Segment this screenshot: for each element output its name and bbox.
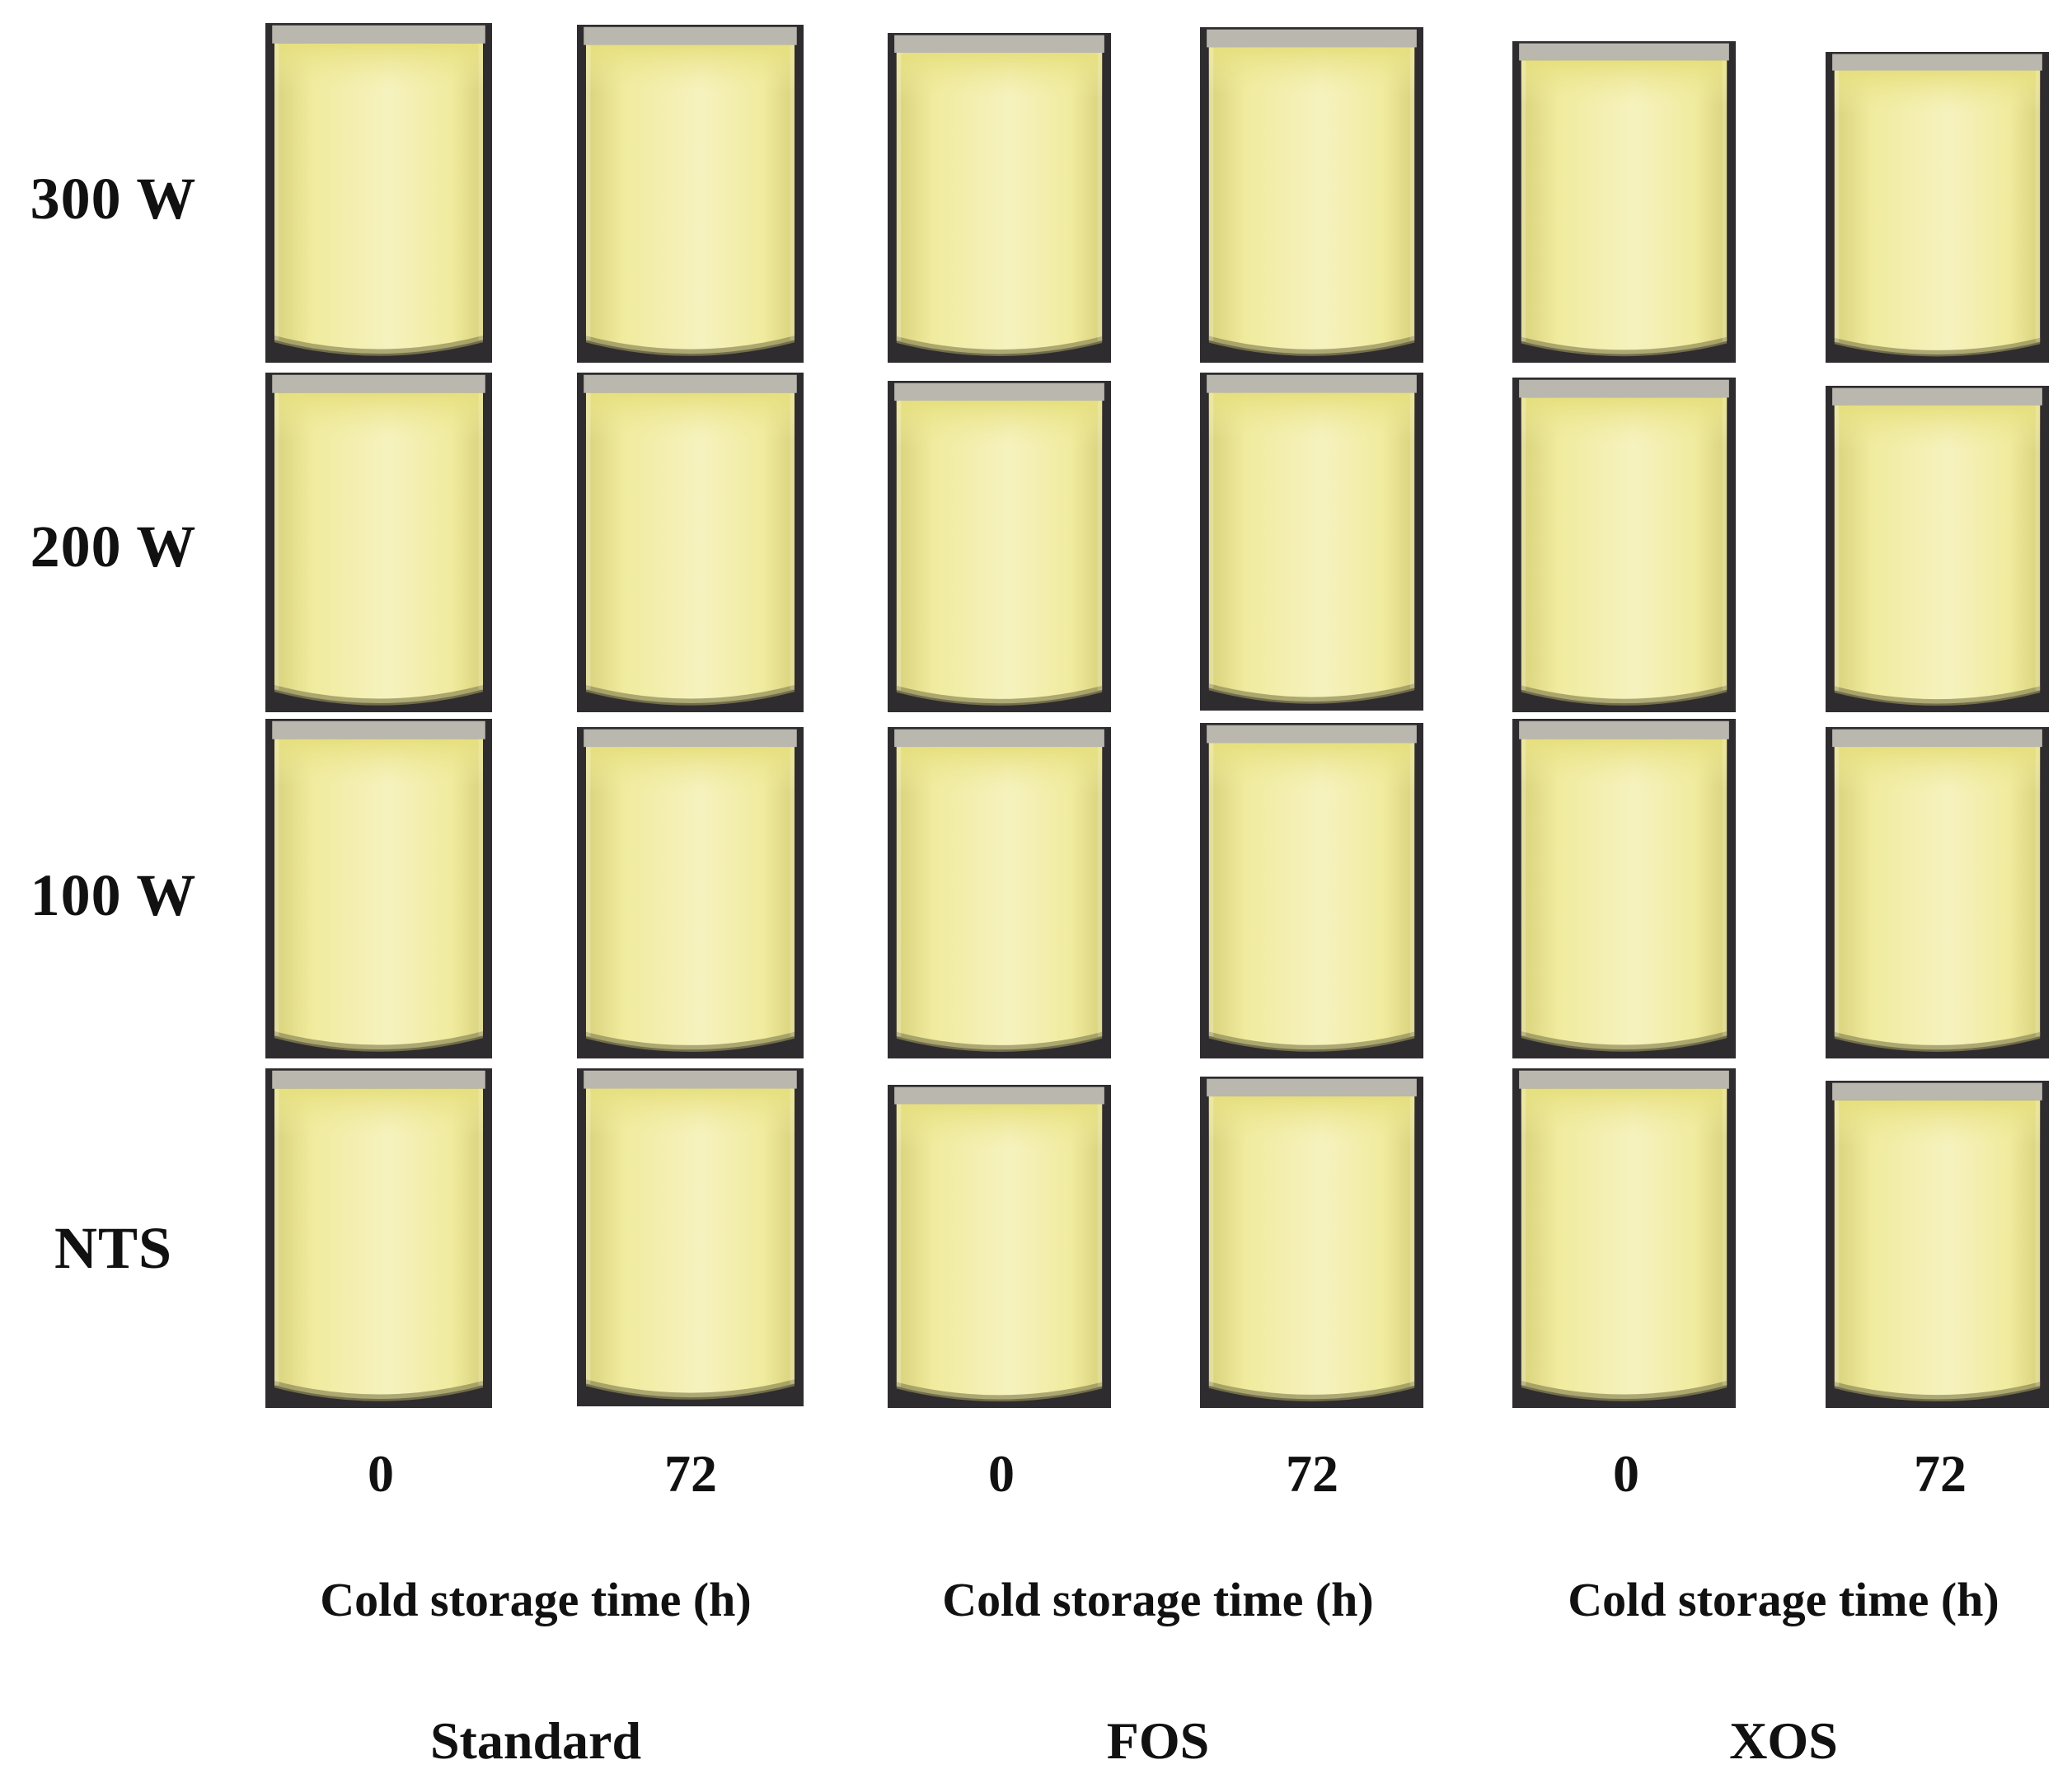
- beaker-illustration: [1200, 1077, 1423, 1408]
- time-label-standard-0: 0: [368, 1444, 394, 1503]
- beaker-photo-nts-xos-0h: [1512, 1068, 1736, 1408]
- beaker-photo-200w-fos-0h: [888, 381, 1111, 712]
- beaker-illustration: [1200, 27, 1423, 363]
- beaker-photo-200w-fos-72h: [1200, 373, 1423, 711]
- beaker-photo-200w-standard-0h: [265, 373, 492, 712]
- beaker-photo-300w-fos-72h: [1200, 27, 1423, 363]
- beaker-illustration: [1826, 727, 2049, 1058]
- beaker-photo-200w-standard-72h: [577, 373, 804, 712]
- row-label-200w: 200 W: [30, 514, 197, 580]
- beaker-photo-nts-standard-0h: [265, 1068, 492, 1408]
- beaker-illustration: [1512, 378, 1736, 712]
- axis-label-standard: Cold storage time (h): [320, 1573, 752, 1626]
- beaker-photo-300w-xos-72h: [1826, 52, 2049, 363]
- row-label-100w: 100 W: [30, 862, 197, 928]
- beaker-photo-300w-xos-0h: [1512, 41, 1736, 363]
- row-label-300w: 300 W: [30, 166, 197, 232]
- group-label-standard: Standard: [429, 1711, 642, 1770]
- beaker-photo-100w-standard-0h: [265, 719, 492, 1058]
- beaker-photo-100w-fos-0h: [888, 727, 1111, 1058]
- beaker-photo-nts-standard-72h: [577, 1068, 804, 1406]
- beaker-illustration: [1512, 41, 1736, 363]
- beaker-photo-200w-xos-72h: [1826, 386, 2049, 712]
- time-label-standard-72: 72: [664, 1444, 717, 1503]
- time-label-fos-72: 72: [1286, 1444, 1338, 1503]
- beaker-illustration: [1200, 373, 1423, 711]
- beaker-photo-100w-fos-72h: [1200, 723, 1423, 1058]
- group-label-fos: FOS: [1106, 1711, 1210, 1770]
- beaker-illustration: [1512, 719, 1736, 1058]
- beaker-photo-100w-xos-72h: [1826, 727, 2049, 1058]
- beaker-photo-100w-xos-0h: [1512, 719, 1736, 1058]
- beaker-illustration: [1826, 52, 2049, 363]
- beaker-illustration: [577, 25, 804, 363]
- beaker-photo-300w-fos-0h: [888, 33, 1111, 363]
- beaker-illustration: [265, 719, 492, 1058]
- beaker-illustration: [888, 33, 1111, 363]
- beaker-photo-200w-xos-0h: [1512, 378, 1736, 712]
- axis-label-fos: Cold storage time (h): [942, 1573, 1374, 1626]
- beaker-illustration: [1200, 723, 1423, 1058]
- beaker-illustration: [888, 727, 1111, 1058]
- row-label-nts: NTS: [54, 1215, 173, 1281]
- beaker-photo-300w-standard-72h: [577, 25, 804, 363]
- beaker-illustration: [1826, 386, 2049, 712]
- beaker-photo-100w-standard-72h: [577, 727, 804, 1058]
- beaker-illustration: [577, 1068, 804, 1406]
- beaker-illustration: [888, 1085, 1111, 1408]
- beaker-illustration: [1512, 1068, 1736, 1408]
- beaker-illustration: [265, 1068, 492, 1408]
- beaker-illustration: [1826, 1081, 2049, 1408]
- beaker-photo-300w-standard-0h: [265, 23, 492, 363]
- beaker-illustration: [265, 23, 492, 363]
- time-label-xos-72: 72: [1914, 1444, 1967, 1503]
- beaker-photo-nts-xos-72h: [1826, 1081, 2049, 1408]
- beaker-illustration: [888, 381, 1111, 712]
- axis-label-xos: Cold storage time (h): [1568, 1573, 1999, 1626]
- beaker-photo-nts-fos-72h: [1200, 1077, 1423, 1408]
- beaker-illustration: [265, 373, 492, 712]
- beaker-photo-nts-fos-0h: [888, 1085, 1111, 1408]
- beaker-illustration: [577, 727, 804, 1058]
- time-label-fos-0: 0: [988, 1444, 1015, 1503]
- time-label-xos-0: 0: [1613, 1444, 1639, 1503]
- group-label-xos: XOS: [1729, 1711, 1838, 1770]
- beaker-illustration: [577, 373, 804, 712]
